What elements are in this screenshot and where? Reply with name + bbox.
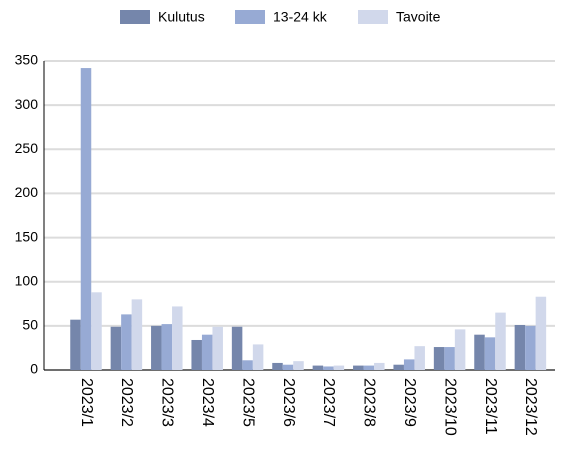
y-tick-label: 350: [15, 52, 39, 68]
x-tick-label: 2023/10: [441, 378, 458, 436]
bar: [110, 326, 122, 370]
bar: [70, 319, 81, 370]
x-tick-label: 2023/9: [401, 378, 418, 427]
bar: [363, 365, 375, 370]
bar: [293, 361, 304, 370]
y-tick-label: 0: [30, 361, 38, 377]
bar: [191, 339, 202, 370]
bar: [444, 347, 455, 370]
bar: [454, 329, 466, 370]
bar: [474, 334, 485, 370]
bar: [272, 362, 283, 370]
bar: [121, 314, 132, 370]
x-tick-label: 2023/11: [482, 378, 499, 435]
legend-swatch: [235, 10, 265, 24]
bar: [333, 365, 345, 370]
bar: [484, 337, 496, 370]
x-tick-label: 2023/1: [78, 378, 95, 427]
bar: [414, 346, 425, 370]
x-tick-label: 2023/8: [361, 378, 378, 427]
bar: [353, 365, 364, 370]
bar: [393, 364, 404, 370]
y-tick-label: 50: [22, 317, 38, 333]
x-tick-label: 2023/6: [280, 378, 297, 427]
y-tick-label: 200: [15, 184, 39, 200]
y-tick-label: 250: [15, 140, 39, 156]
bar: [495, 312, 506, 370]
legend-label: Tavoite: [396, 9, 441, 25]
bar: [131, 299, 143, 370]
bar: [242, 360, 253, 370]
bar: [312, 365, 324, 370]
bar: [403, 359, 415, 370]
bar: [212, 326, 223, 370]
x-tick-label: 2023/4: [199, 378, 216, 427]
x-tick-label: 2023/12: [522, 378, 539, 436]
bar: [151, 325, 162, 370]
bar: [252, 344, 264, 370]
legend-label: Kulutus: [158, 9, 205, 25]
bar: [161, 324, 173, 370]
bar: [172, 306, 183, 370]
y-tick-label: 100: [15, 272, 39, 288]
x-tick-label: 2023/3: [159, 378, 176, 427]
bar: [535, 296, 547, 370]
bar: [231, 326, 243, 370]
legend-label: 13-24 kk: [273, 9, 328, 25]
bar: [433, 347, 445, 370]
y-tick-label: 300: [15, 96, 39, 112]
y-tick-label: 150: [15, 228, 39, 244]
bar: [201, 334, 213, 370]
bar: [282, 364, 294, 370]
legend-swatch: [120, 10, 150, 24]
bar: [323, 366, 334, 370]
bar: [374, 362, 385, 370]
bar: [525, 325, 536, 370]
bar: [91, 292, 102, 370]
x-tick-label: 2023/2: [118, 378, 135, 427]
x-tick-label: 2023/7: [320, 378, 337, 427]
x-tick-label: 2023/5: [239, 378, 256, 427]
bar: [80, 68, 92, 370]
legend-swatch: [358, 10, 388, 24]
bar: [514, 324, 526, 370]
